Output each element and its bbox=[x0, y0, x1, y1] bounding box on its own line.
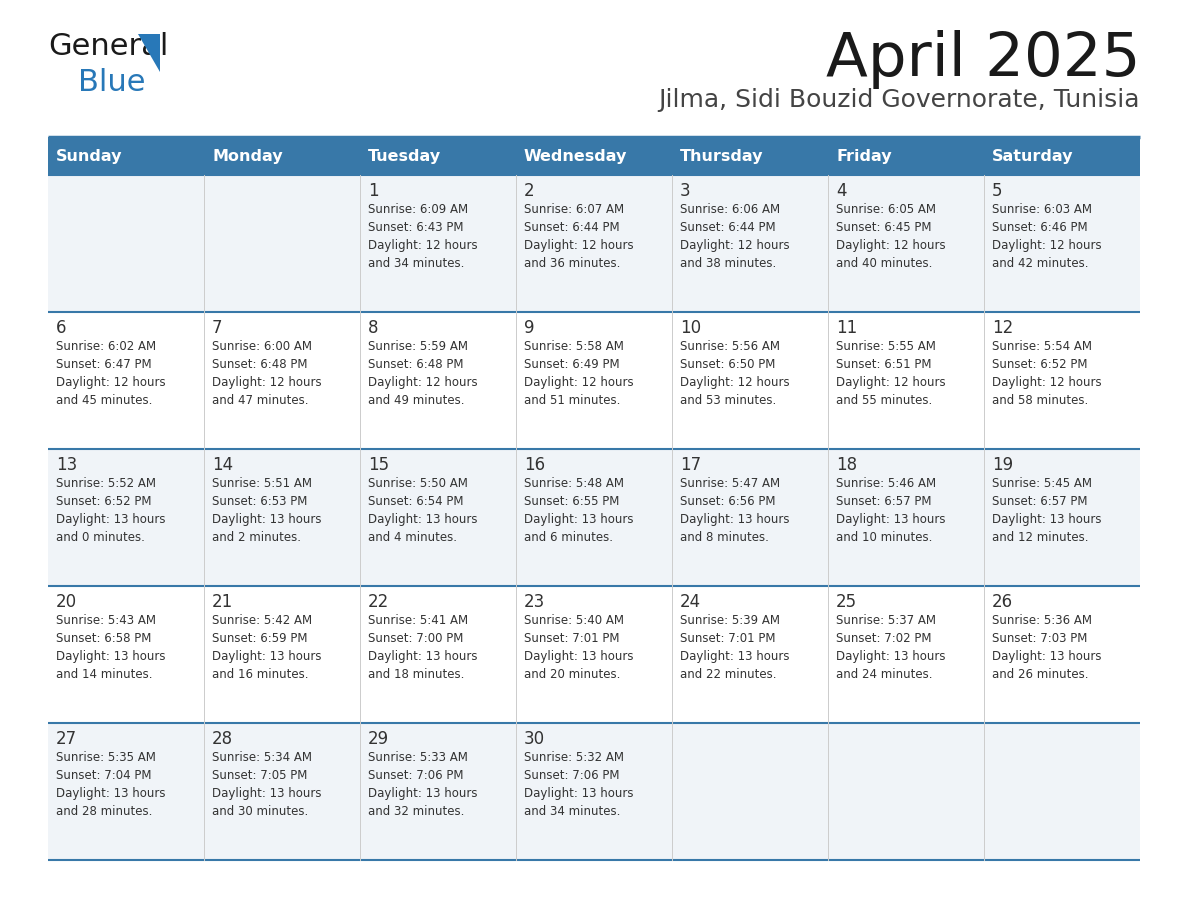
Bar bbox=[48, 586, 1140, 723]
Text: 7: 7 bbox=[211, 319, 222, 337]
Text: Sunrise: 5:43 AM
Sunset: 6:58 PM
Daylight: 13 hours
and 14 minutes.: Sunrise: 5:43 AM Sunset: 6:58 PM Dayligh… bbox=[56, 614, 165, 681]
Bar bbox=[828, 137, 984, 175]
Text: 5: 5 bbox=[992, 182, 1003, 200]
Text: 12: 12 bbox=[992, 319, 1013, 337]
Text: 9: 9 bbox=[524, 319, 535, 337]
Text: Sunrise: 6:06 AM
Sunset: 6:44 PM
Daylight: 12 hours
and 38 minutes.: Sunrise: 6:06 AM Sunset: 6:44 PM Dayligh… bbox=[680, 203, 790, 270]
Text: Sunrise: 5:51 AM
Sunset: 6:53 PM
Daylight: 13 hours
and 2 minutes.: Sunrise: 5:51 AM Sunset: 6:53 PM Dayligh… bbox=[211, 477, 322, 544]
Text: 19: 19 bbox=[992, 456, 1013, 474]
Text: Sunrise: 6:09 AM
Sunset: 6:43 PM
Daylight: 12 hours
and 34 minutes.: Sunrise: 6:09 AM Sunset: 6:43 PM Dayligh… bbox=[368, 203, 478, 270]
Bar bbox=[48, 449, 1140, 586]
Text: Sunrise: 5:54 AM
Sunset: 6:52 PM
Daylight: 12 hours
and 58 minutes.: Sunrise: 5:54 AM Sunset: 6:52 PM Dayligh… bbox=[992, 340, 1101, 407]
Text: 29: 29 bbox=[368, 730, 390, 748]
Text: Blue: Blue bbox=[78, 68, 145, 97]
Text: 10: 10 bbox=[680, 319, 701, 337]
Text: Sunrise: 5:34 AM
Sunset: 7:05 PM
Daylight: 13 hours
and 30 minutes.: Sunrise: 5:34 AM Sunset: 7:05 PM Dayligh… bbox=[211, 751, 322, 818]
Text: Sunrise: 6:00 AM
Sunset: 6:48 PM
Daylight: 12 hours
and 47 minutes.: Sunrise: 6:00 AM Sunset: 6:48 PM Dayligh… bbox=[211, 340, 322, 407]
Text: Sunrise: 6:03 AM
Sunset: 6:46 PM
Daylight: 12 hours
and 42 minutes.: Sunrise: 6:03 AM Sunset: 6:46 PM Dayligh… bbox=[992, 203, 1101, 270]
Polygon shape bbox=[138, 34, 160, 72]
Bar bbox=[48, 175, 1140, 312]
Text: Sunday: Sunday bbox=[56, 149, 122, 163]
Text: Tuesday: Tuesday bbox=[368, 149, 441, 163]
Bar bbox=[48, 723, 1140, 860]
Text: 21: 21 bbox=[211, 593, 233, 611]
Text: Sunrise: 6:05 AM
Sunset: 6:45 PM
Daylight: 12 hours
and 40 minutes.: Sunrise: 6:05 AM Sunset: 6:45 PM Dayligh… bbox=[836, 203, 946, 270]
Text: April 2025: April 2025 bbox=[826, 30, 1140, 89]
Text: Jilma, Sidi Bouzid Governorate, Tunisia: Jilma, Sidi Bouzid Governorate, Tunisia bbox=[658, 88, 1140, 112]
Text: Friday: Friday bbox=[836, 149, 892, 163]
Text: Sunrise: 5:41 AM
Sunset: 7:00 PM
Daylight: 13 hours
and 18 minutes.: Sunrise: 5:41 AM Sunset: 7:00 PM Dayligh… bbox=[368, 614, 478, 681]
Text: Sunrise: 5:37 AM
Sunset: 7:02 PM
Daylight: 13 hours
and 24 minutes.: Sunrise: 5:37 AM Sunset: 7:02 PM Dayligh… bbox=[836, 614, 946, 681]
Text: Sunrise: 5:58 AM
Sunset: 6:49 PM
Daylight: 12 hours
and 51 minutes.: Sunrise: 5:58 AM Sunset: 6:49 PM Dayligh… bbox=[524, 340, 633, 407]
Text: 15: 15 bbox=[368, 456, 390, 474]
Text: 2: 2 bbox=[524, 182, 535, 200]
Text: 14: 14 bbox=[211, 456, 233, 474]
Text: Wednesday: Wednesday bbox=[524, 149, 627, 163]
Text: Sunrise: 5:47 AM
Sunset: 6:56 PM
Daylight: 13 hours
and 8 minutes.: Sunrise: 5:47 AM Sunset: 6:56 PM Dayligh… bbox=[680, 477, 790, 544]
Text: 27: 27 bbox=[56, 730, 77, 748]
Text: 22: 22 bbox=[368, 593, 390, 611]
Text: Sunrise: 5:55 AM
Sunset: 6:51 PM
Daylight: 12 hours
and 55 minutes.: Sunrise: 5:55 AM Sunset: 6:51 PM Dayligh… bbox=[836, 340, 946, 407]
Text: Sunrise: 5:46 AM
Sunset: 6:57 PM
Daylight: 13 hours
and 10 minutes.: Sunrise: 5:46 AM Sunset: 6:57 PM Dayligh… bbox=[836, 477, 946, 544]
Text: 6: 6 bbox=[56, 319, 67, 337]
Text: Monday: Monday bbox=[211, 149, 283, 163]
Text: 30: 30 bbox=[524, 730, 545, 748]
Text: Sunrise: 5:45 AM
Sunset: 6:57 PM
Daylight: 13 hours
and 12 minutes.: Sunrise: 5:45 AM Sunset: 6:57 PM Dayligh… bbox=[992, 477, 1101, 544]
Bar bbox=[984, 137, 1140, 175]
Text: Sunrise: 6:07 AM
Sunset: 6:44 PM
Daylight: 12 hours
and 36 minutes.: Sunrise: 6:07 AM Sunset: 6:44 PM Dayligh… bbox=[524, 203, 633, 270]
Text: 23: 23 bbox=[524, 593, 545, 611]
Bar bbox=[672, 137, 828, 175]
Text: 16: 16 bbox=[524, 456, 545, 474]
Text: Sunrise: 5:56 AM
Sunset: 6:50 PM
Daylight: 12 hours
and 53 minutes.: Sunrise: 5:56 AM Sunset: 6:50 PM Dayligh… bbox=[680, 340, 790, 407]
Text: Thursday: Thursday bbox=[680, 149, 764, 163]
Text: Sunrise: 5:33 AM
Sunset: 7:06 PM
Daylight: 13 hours
and 32 minutes.: Sunrise: 5:33 AM Sunset: 7:06 PM Dayligh… bbox=[368, 751, 478, 818]
Text: 11: 11 bbox=[836, 319, 858, 337]
Text: 17: 17 bbox=[680, 456, 701, 474]
Text: Sunrise: 6:02 AM
Sunset: 6:47 PM
Daylight: 12 hours
and 45 minutes.: Sunrise: 6:02 AM Sunset: 6:47 PM Dayligh… bbox=[56, 340, 165, 407]
Text: 26: 26 bbox=[992, 593, 1013, 611]
Bar bbox=[204, 137, 360, 175]
Text: Sunrise: 5:42 AM
Sunset: 6:59 PM
Daylight: 13 hours
and 16 minutes.: Sunrise: 5:42 AM Sunset: 6:59 PM Dayligh… bbox=[211, 614, 322, 681]
Bar bbox=[360, 137, 516, 175]
Text: 18: 18 bbox=[836, 456, 857, 474]
Bar bbox=[48, 137, 204, 175]
Text: 1: 1 bbox=[368, 182, 379, 200]
Text: 4: 4 bbox=[836, 182, 847, 200]
Text: 25: 25 bbox=[836, 593, 857, 611]
Text: Sunrise: 5:52 AM
Sunset: 6:52 PM
Daylight: 13 hours
and 0 minutes.: Sunrise: 5:52 AM Sunset: 6:52 PM Dayligh… bbox=[56, 477, 165, 544]
Text: 28: 28 bbox=[211, 730, 233, 748]
Text: Sunrise: 5:35 AM
Sunset: 7:04 PM
Daylight: 13 hours
and 28 minutes.: Sunrise: 5:35 AM Sunset: 7:04 PM Dayligh… bbox=[56, 751, 165, 818]
Text: 20: 20 bbox=[56, 593, 77, 611]
Text: Sunrise: 5:59 AM
Sunset: 6:48 PM
Daylight: 12 hours
and 49 minutes.: Sunrise: 5:59 AM Sunset: 6:48 PM Dayligh… bbox=[368, 340, 478, 407]
Text: 24: 24 bbox=[680, 593, 701, 611]
Text: 13: 13 bbox=[56, 456, 77, 474]
Bar bbox=[516, 137, 672, 175]
Text: Sunrise: 5:50 AM
Sunset: 6:54 PM
Daylight: 13 hours
and 4 minutes.: Sunrise: 5:50 AM Sunset: 6:54 PM Dayligh… bbox=[368, 477, 478, 544]
Text: Sunrise: 5:39 AM
Sunset: 7:01 PM
Daylight: 13 hours
and 22 minutes.: Sunrise: 5:39 AM Sunset: 7:01 PM Dayligh… bbox=[680, 614, 790, 681]
Text: Sunrise: 5:36 AM
Sunset: 7:03 PM
Daylight: 13 hours
and 26 minutes.: Sunrise: 5:36 AM Sunset: 7:03 PM Dayligh… bbox=[992, 614, 1101, 681]
Text: General: General bbox=[48, 32, 169, 61]
Text: 3: 3 bbox=[680, 182, 690, 200]
Text: 8: 8 bbox=[368, 319, 379, 337]
Text: Sunrise: 5:32 AM
Sunset: 7:06 PM
Daylight: 13 hours
and 34 minutes.: Sunrise: 5:32 AM Sunset: 7:06 PM Dayligh… bbox=[524, 751, 633, 818]
Text: Sunrise: 5:40 AM
Sunset: 7:01 PM
Daylight: 13 hours
and 20 minutes.: Sunrise: 5:40 AM Sunset: 7:01 PM Dayligh… bbox=[524, 614, 633, 681]
Text: Sunrise: 5:48 AM
Sunset: 6:55 PM
Daylight: 13 hours
and 6 minutes.: Sunrise: 5:48 AM Sunset: 6:55 PM Dayligh… bbox=[524, 477, 633, 544]
Text: Saturday: Saturday bbox=[992, 149, 1074, 163]
Bar bbox=[48, 312, 1140, 449]
